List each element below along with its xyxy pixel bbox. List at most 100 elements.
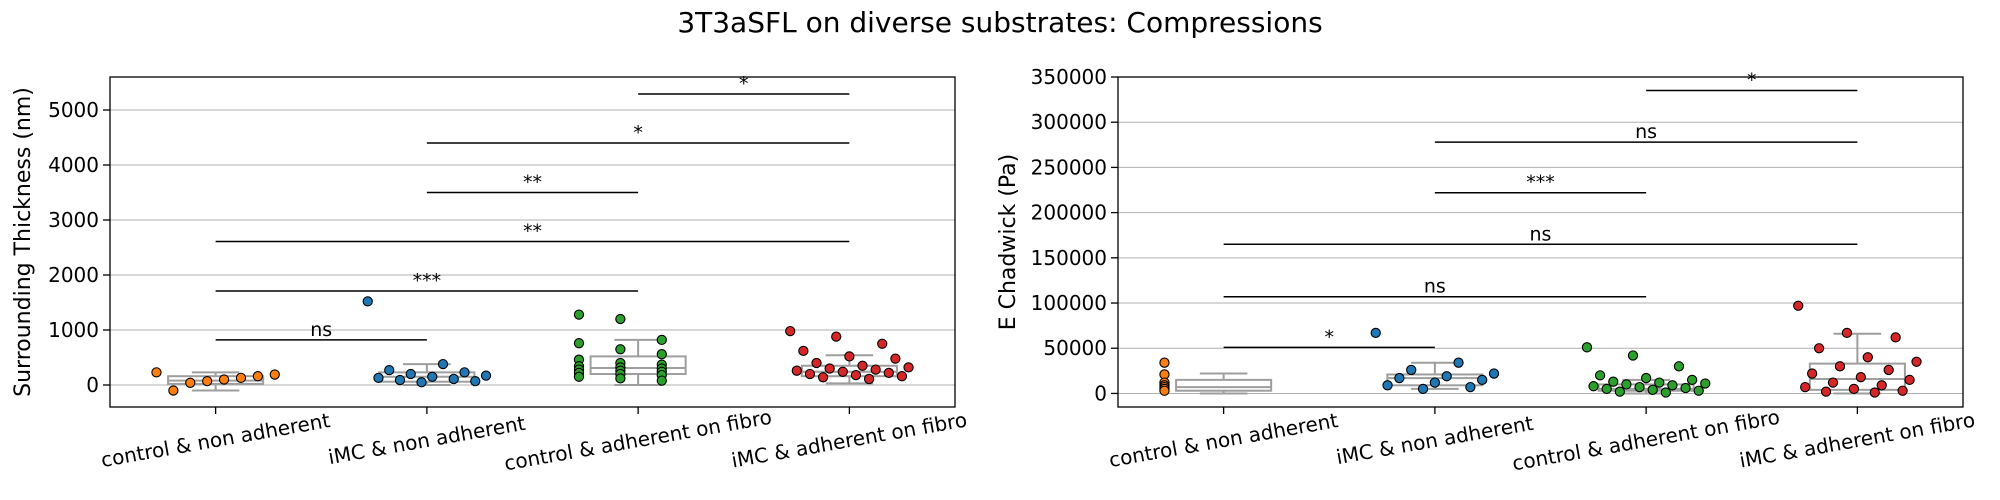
data-point <box>837 366 848 377</box>
data-point <box>1911 356 1922 367</box>
y-tick-label: 300000 <box>1031 110 1107 134</box>
data-point <box>1477 374 1488 386</box>
data-point <box>1621 379 1632 390</box>
data-point <box>1813 343 1825 354</box>
y-axis-label: Surrounding Thickness (nm) <box>11 87 36 397</box>
data-point <box>1890 332 1901 343</box>
data-point <box>1654 377 1665 388</box>
data-point <box>416 377 427 388</box>
data-point <box>785 325 796 337</box>
significance-label: ns <box>1424 276 1446 298</box>
x-tick-label: control & non adherent <box>99 408 332 472</box>
data-point <box>811 357 822 369</box>
data-point <box>394 374 406 386</box>
data-point <box>1382 380 1393 391</box>
data-point <box>384 364 395 376</box>
y-tick-label: 200000 <box>1031 201 1107 225</box>
data-point <box>1581 342 1593 353</box>
data-point <box>1862 352 1873 363</box>
data-point <box>1614 386 1625 397</box>
data-point <box>615 373 626 384</box>
y-tick-label: 2000 <box>48 263 99 287</box>
x-tick-label: iMC & non adherent <box>326 411 527 469</box>
data-point <box>656 375 667 386</box>
significance-label: * <box>1325 326 1335 348</box>
data-point <box>1883 364 1894 376</box>
data-point <box>903 362 914 373</box>
data-point <box>656 334 667 346</box>
y-tick-label: 250000 <box>1031 155 1107 179</box>
data-point <box>362 296 373 307</box>
y-tick-label: 50000 <box>1043 336 1107 360</box>
y-tick-label: 0 <box>86 373 99 397</box>
significance-label: ns <box>310 319 332 341</box>
data-point <box>218 374 230 385</box>
data-point <box>573 309 585 320</box>
axes-frame <box>1117 76 1964 408</box>
data-point <box>883 367 894 379</box>
significance-label: *** <box>413 270 442 292</box>
y-tick-label: 5000 <box>48 98 99 122</box>
data-point <box>1667 380 1678 391</box>
data-point <box>863 373 875 385</box>
data-point <box>1904 374 1915 386</box>
data-point <box>798 345 809 357</box>
data-point <box>437 358 449 370</box>
data-point <box>1800 381 1811 393</box>
data-point <box>857 360 868 371</box>
data-point <box>1673 361 1685 372</box>
data-point <box>427 371 438 382</box>
data-point <box>1465 381 1476 393</box>
data-point <box>890 353 901 364</box>
figure-title: 3T3aSFL on diverse substrates: Compressi… <box>677 6 1322 39</box>
x-tick-label: control & non adherent <box>1107 408 1340 472</box>
data-point <box>850 369 862 381</box>
data-point <box>1693 385 1704 396</box>
data-point <box>870 364 881 375</box>
data-point <box>151 367 162 378</box>
data-point <box>1876 380 1887 391</box>
y-tick-label: 350000 <box>1031 65 1107 89</box>
y-tick-label: 1000 <box>48 318 99 342</box>
data-point <box>573 371 585 382</box>
data-point <box>202 375 213 387</box>
axes-frame <box>109 76 956 408</box>
data-point <box>252 371 264 382</box>
data-point <box>804 368 816 380</box>
data-point <box>185 377 196 388</box>
data-point <box>448 373 459 385</box>
box <box>1597 383 1695 392</box>
data-point <box>1394 372 1405 384</box>
data-point <box>235 372 247 383</box>
data-point <box>1608 376 1619 387</box>
data-point <box>817 372 829 383</box>
panel-e-chadwick: * ns ns *** ns * 0 50000 100000 150000 200000 25000… <box>996 65 1977 475</box>
significance-label: * <box>739 73 749 95</box>
significance-label: ** <box>523 220 542 242</box>
data-point <box>1640 372 1652 384</box>
data-point <box>373 372 384 383</box>
data-point <box>1647 384 1658 395</box>
data-point <box>896 371 908 382</box>
data-point <box>831 331 842 342</box>
data-point <box>1159 385 1170 396</box>
data-point <box>615 344 626 355</box>
data-point <box>168 385 179 396</box>
data-point <box>1869 387 1880 398</box>
data-point <box>1855 372 1867 383</box>
data-point <box>844 351 855 362</box>
data-point <box>1827 377 1839 388</box>
data-point <box>1159 357 1170 368</box>
significance-label: *** <box>1526 172 1555 194</box>
data-point <box>656 349 667 360</box>
data-point <box>573 338 585 349</box>
data-point <box>459 367 470 378</box>
data-point <box>824 363 835 374</box>
y-tick-label: 0 <box>1094 381 1107 405</box>
data-point <box>1700 378 1711 389</box>
data-point <box>1660 387 1671 398</box>
data-point <box>1370 327 1381 339</box>
data-point <box>1453 357 1464 368</box>
significance-label: ns <box>1635 121 1657 143</box>
data-point <box>1834 361 1846 372</box>
